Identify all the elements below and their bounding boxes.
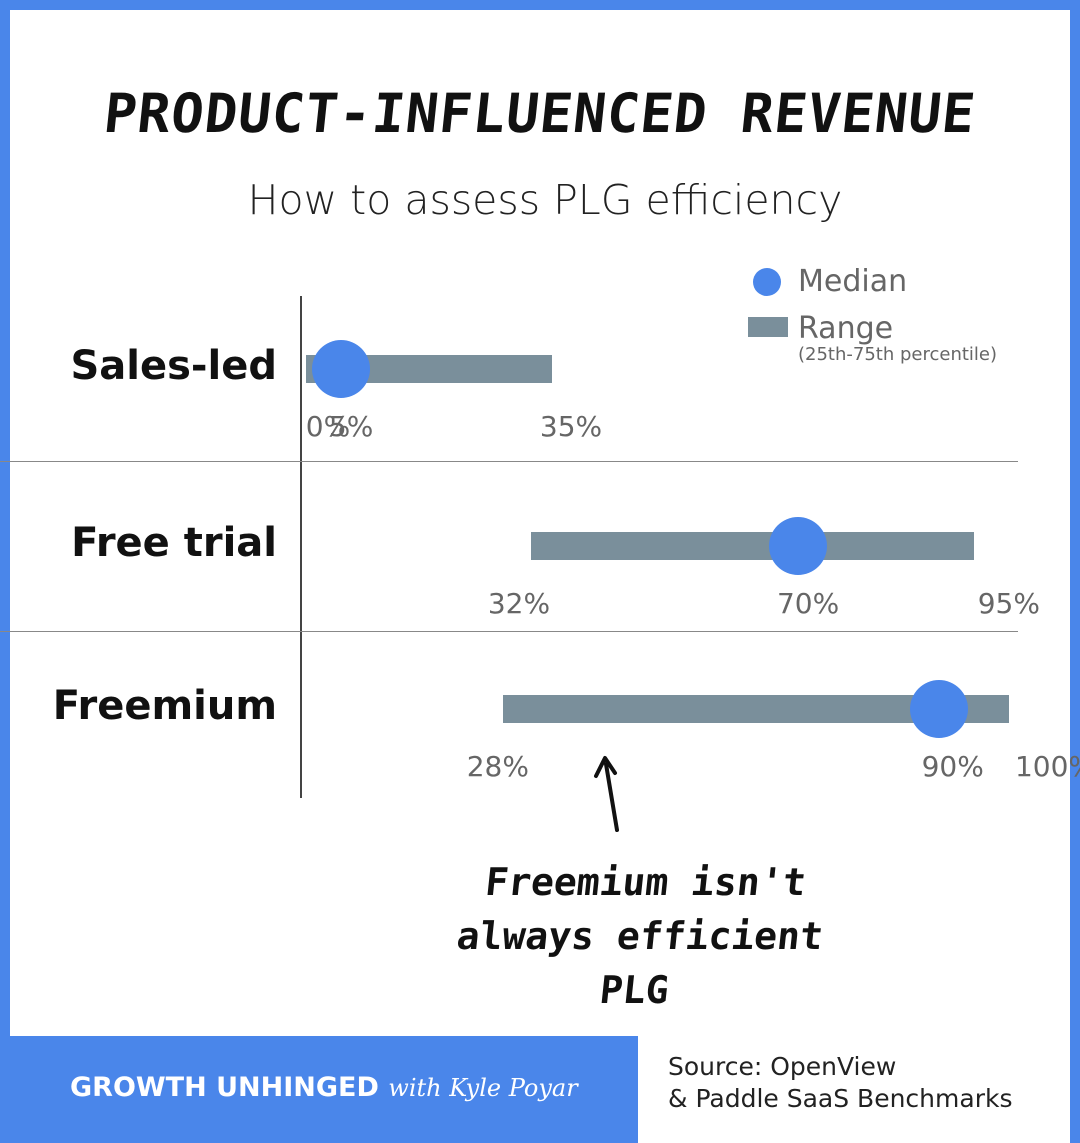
tick-label: 28%	[466, 750, 529, 783]
legend-range-note: (25th-75th percentile)	[798, 344, 998, 365]
tick-label: 90%	[921, 750, 984, 783]
annotation-line-2: always efficient PLG	[454, 914, 826, 1012]
row-separator	[0, 631, 1018, 632]
tick-label: 0%	[305, 410, 351, 443]
source-note: Source: OpenView & Paddle SaaS Benchmark…	[668, 1051, 1012, 1115]
legend-median-label: Median	[798, 264, 908, 299]
source-line-2: & Paddle SaaS Benchmarks	[668, 1084, 1013, 1113]
median-marker	[909, 680, 968, 738]
brand-author: with Kyle Poyar	[388, 1074, 578, 1102]
tick-label: 35%	[539, 410, 603, 443]
row-label: Freemium	[52, 683, 277, 729]
footer-brand: GROWTH UNHINGED with Kyle Poyar	[70, 1072, 578, 1103]
range-bar	[530, 532, 974, 560]
legend-median-marker	[753, 268, 781, 296]
axis-baseline	[300, 296, 302, 798]
tick-label: 95%	[977, 587, 1040, 620]
median-marker	[312, 340, 371, 398]
chart-title: PRODUCT-INFLUENCED REVENUE	[101, 82, 979, 145]
tick-label: 100%	[1014, 750, 1080, 783]
legend-range-label: Range	[798, 311, 894, 346]
tick-label: 32%	[487, 587, 551, 620]
row-label: Free trial	[71, 520, 277, 566]
legend-range-marker	[748, 317, 788, 337]
row-separator	[0, 461, 1018, 462]
annotation-line-1: Freemium isn't	[483, 860, 809, 904]
row-label: Sales-led	[70, 343, 277, 389]
tick-label: 70%	[776, 587, 840, 620]
annotation-arrow-icon	[594, 756, 619, 832]
source-line-1: Source: OpenView	[668, 1052, 897, 1081]
brand-name: GROWTH UNHINGED	[70, 1072, 379, 1103]
median-marker	[769, 517, 828, 575]
chart-subtitle: How to assess PLG efficiency	[247, 176, 843, 224]
annotation-text: Freemium isn't always efficient PLG	[411, 855, 868, 1017]
tick-label: 5%	[328, 410, 374, 443]
footer-brand-panel	[0, 1036, 638, 1143]
